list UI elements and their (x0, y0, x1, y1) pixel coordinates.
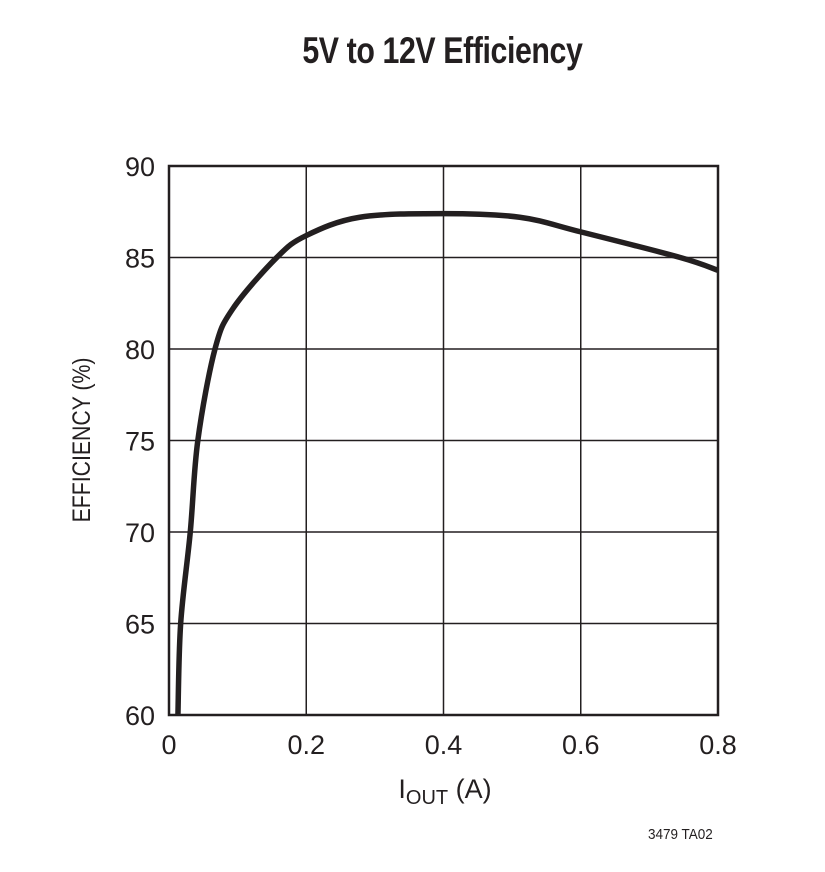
plot-frame (167, 164, 720, 717)
x-tick-label: 0.8 (699, 730, 737, 760)
x-tick-label: 0.2 (287, 730, 325, 760)
y-tick-label: 70 (125, 518, 155, 548)
y-tick-label: 90 (125, 152, 155, 182)
y-tick-label: 85 (125, 244, 155, 274)
y-tick-label: 60 (125, 701, 155, 731)
x-axis-ticks: 0 0.2 0.4 0.6 0.8 (161, 730, 736, 760)
efficiency-curve (175, 210, 719, 716)
x-axis-label: IOUT (A) (398, 774, 491, 809)
y-tick-label: 75 (125, 427, 155, 457)
grid-lines (169, 166, 718, 715)
x-tick-label: 0 (161, 730, 176, 760)
y-tick-label: 80 (125, 335, 155, 365)
figure-id: 3479 TA02 (648, 826, 713, 843)
x-tick-label: 0.6 (562, 730, 600, 760)
y-axis-ticks: 60 65 70 75 80 85 90 (125, 152, 155, 731)
y-axis-label: EFFICIENCY (%) (67, 358, 95, 523)
chart-title: 5V to 12V Efficiency (302, 30, 583, 71)
y-tick-label: 65 (125, 610, 155, 640)
x-tick-label: 0.4 (425, 730, 463, 760)
